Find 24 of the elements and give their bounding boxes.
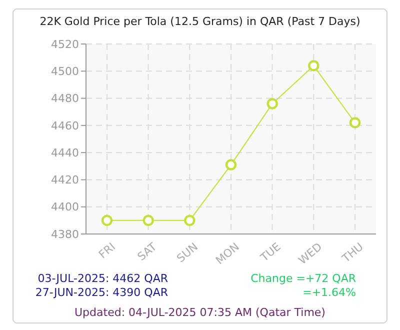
y-tick-label: 4400 (51, 200, 79, 214)
point (142, 214, 154, 226)
point (101, 214, 113, 226)
y-tick-label: 4520 (51, 38, 79, 51)
text: Updated: 04-JUL-2025 07:35 AM (Qatar Time) (74, 306, 326, 319)
text: Change =+72 QAR (250, 272, 356, 285)
point (349, 117, 361, 128)
point (225, 159, 237, 170)
point (308, 60, 320, 72)
x-tick-label: THU (339, 240, 366, 266)
y-tick-label: 4440 (51, 146, 79, 160)
text: 03-JUL-2025: 4462 QAR (38, 272, 168, 285)
text: =+1.64% (302, 286, 356, 299)
point (184, 214, 196, 226)
x-tick-label: TUE (257, 240, 284, 265)
y-tick-label: 4500 (51, 64, 79, 78)
x-tick-label: FRI (96, 240, 118, 262)
chart-title: 22K Gold Price per Tola (12.5 Grams) in QAR (Past 7 Days) (40, 15, 360, 28)
text: 27-JUN-2025: 4390 QAR (35, 286, 168, 299)
y-tick-label: 4480 (51, 92, 79, 106)
y-tick-label: 4460 (51, 119, 79, 132)
point (266, 98, 278, 110)
y-tick-label: 4420 (51, 174, 79, 187)
y-tick-label: 4380 (51, 228, 79, 241)
